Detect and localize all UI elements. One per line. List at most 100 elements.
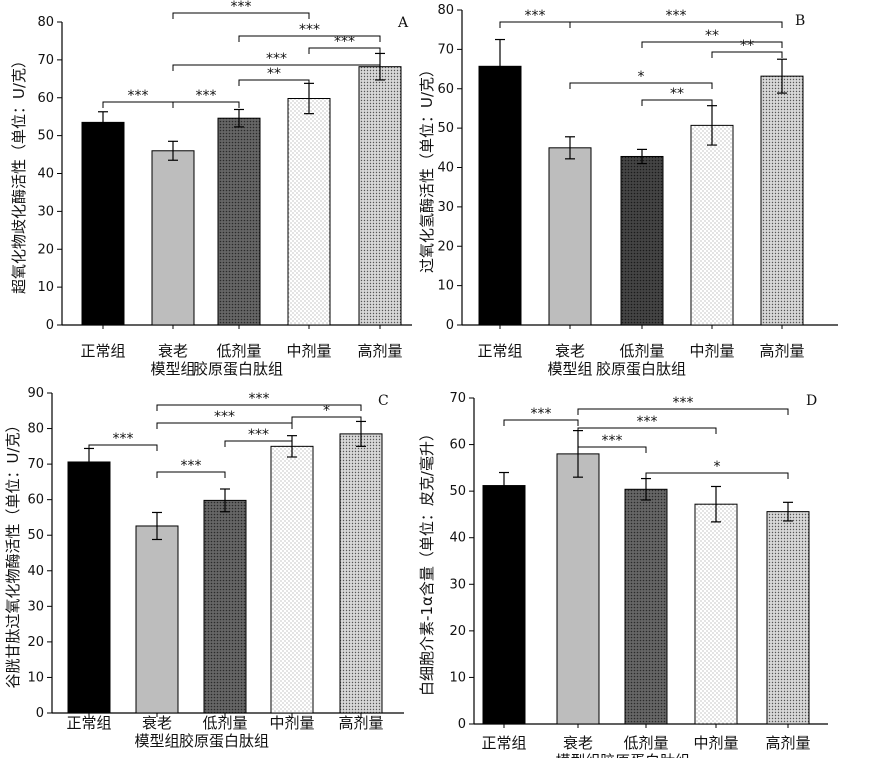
bar-2 — [151, 150, 195, 326]
y-tick-label: 30 — [27, 599, 44, 614]
y-tick-label: 90 — [27, 386, 44, 401]
y-tick-label: 40 — [449, 531, 466, 546]
bar-1 — [478, 65, 522, 326]
category-label: 高剂量 — [357, 342, 402, 360]
error-bar-3 — [220, 488, 230, 513]
bar-2 — [548, 147, 592, 326]
significance-bracket: *** — [224, 427, 293, 447]
panel-label: B — [795, 13, 805, 29]
bar-1 — [67, 461, 111, 714]
significance-bracket: ** — [641, 28, 783, 48]
error-bar-1 — [495, 38, 505, 94]
significance-bracket: *** — [156, 409, 293, 429]
y-axis-title: 白细胞介素-1α含量（单位：皮克/毫升） — [418, 426, 436, 696]
significance-line — [156, 471, 226, 478]
y-tick-label: 20 — [27, 635, 44, 650]
significance-label: *** — [231, 0, 252, 15]
significance-bracket: *** — [172, 0, 310, 19]
significance-bracket: *** — [308, 34, 381, 54]
significance-label: *** — [531, 406, 552, 422]
y-tick-label: 30 — [37, 204, 54, 219]
significance-line — [641, 99, 713, 106]
significance-bracket: * — [291, 403, 362, 423]
panel-label: A — [397, 15, 409, 31]
significance-label: *** — [334, 34, 355, 50]
y-tick-label: 20 — [37, 242, 54, 257]
y-axis-title: 过氧化氢酶活性（单位：U/克） — [418, 62, 436, 273]
bar-1 — [81, 121, 125, 326]
y-tick-label: 0 — [446, 318, 454, 333]
y-tick-label: 70 — [27, 457, 44, 472]
bar-5 — [766, 511, 810, 725]
y-tick-label: 80 — [27, 422, 44, 437]
category-label: 低剂量 — [202, 714, 247, 732]
significance-line — [172, 64, 381, 71]
y-tick-label: 60 — [27, 493, 44, 508]
y-tick-label: 40 — [37, 167, 54, 182]
error-bar-1 — [499, 471, 509, 500]
significance-bracket: *** — [88, 431, 158, 451]
panel-label: D — [806, 393, 817, 409]
significance-bracket: * — [569, 69, 713, 89]
category-label: 正常组 — [66, 714, 111, 732]
y-tick-label: 10 — [449, 670, 466, 685]
significance-line — [291, 416, 362, 423]
y-tick-label: 50 — [437, 121, 454, 136]
significance-line — [238, 35, 381, 42]
significance-label: *** — [637, 414, 658, 430]
chart-panel-c: 0 10 20 30 40 50 60 70 80 90 谷胱甘肽过氧化物酶活性（单位：U/克） C 正… — [4, 386, 404, 750]
y-tick-label: 30 — [449, 577, 466, 592]
category-label: 模型组 — [134, 732, 179, 750]
y-tick-label: 50 — [27, 528, 44, 543]
significance-label: ** — [705, 28, 719, 44]
significance-label: *** — [673, 395, 694, 411]
significance-label: *** — [299, 22, 320, 38]
significance-bracket: *** — [102, 88, 174, 108]
y-tick-label: 10 — [437, 279, 454, 294]
y-tick-label: 40 — [27, 564, 44, 579]
category-label: 模型组 — [150, 360, 195, 378]
y-tick-label: 30 — [437, 200, 454, 215]
significance-line — [224, 440, 293, 447]
category-label: 高剂量 — [765, 734, 810, 752]
y-tick-label: 0 — [46, 318, 54, 333]
category-label: 中剂量 — [689, 342, 734, 360]
significance-line — [577, 446, 647, 453]
bar-2 — [135, 525, 179, 714]
y-tick-label: 60 — [37, 91, 54, 106]
significance-label: ** — [740, 38, 754, 54]
category-label: 胶原蛋白肽组 — [600, 752, 690, 758]
category-label: 胶原蛋白肽组 — [179, 732, 269, 750]
significance-bracket: * — [645, 459, 789, 479]
significance-label: * — [638, 69, 645, 85]
significance-label: *** — [248, 427, 269, 443]
significance-line — [172, 101, 240, 108]
significance-bracket: *** — [172, 88, 240, 108]
y-tick-label: 0 — [458, 717, 466, 732]
significance-label: *** — [196, 88, 217, 104]
category-label: 衰老 — [158, 342, 188, 360]
category-label: 正常组 — [80, 342, 125, 360]
significance-line — [156, 404, 362, 411]
category-label: 正常组 — [477, 342, 522, 360]
significance-line — [308, 47, 381, 54]
significance-line — [569, 82, 713, 89]
category-label: 中剂量 — [269, 714, 314, 732]
significance-bracket: *** — [577, 395, 789, 415]
category-label: 胶原蛋白肽组 — [193, 360, 283, 378]
y-tick-label: 20 — [437, 239, 454, 254]
y-tick-label: 70 — [37, 53, 54, 68]
significance-line — [577, 427, 717, 434]
significance-line — [711, 51, 783, 58]
significance-label: *** — [181, 458, 202, 474]
error-bar-5 — [783, 501, 793, 522]
y-tick-label: 40 — [437, 161, 454, 176]
significance-label: *** — [666, 8, 687, 24]
error-bar-1 — [98, 111, 108, 134]
y-tick-label: 20 — [449, 624, 466, 639]
y-tick-label: 60 — [449, 438, 466, 453]
significance-bracket: *** — [503, 406, 579, 426]
significance-bracket: *** — [577, 433, 647, 453]
category-label: 低剂量 — [623, 734, 668, 752]
